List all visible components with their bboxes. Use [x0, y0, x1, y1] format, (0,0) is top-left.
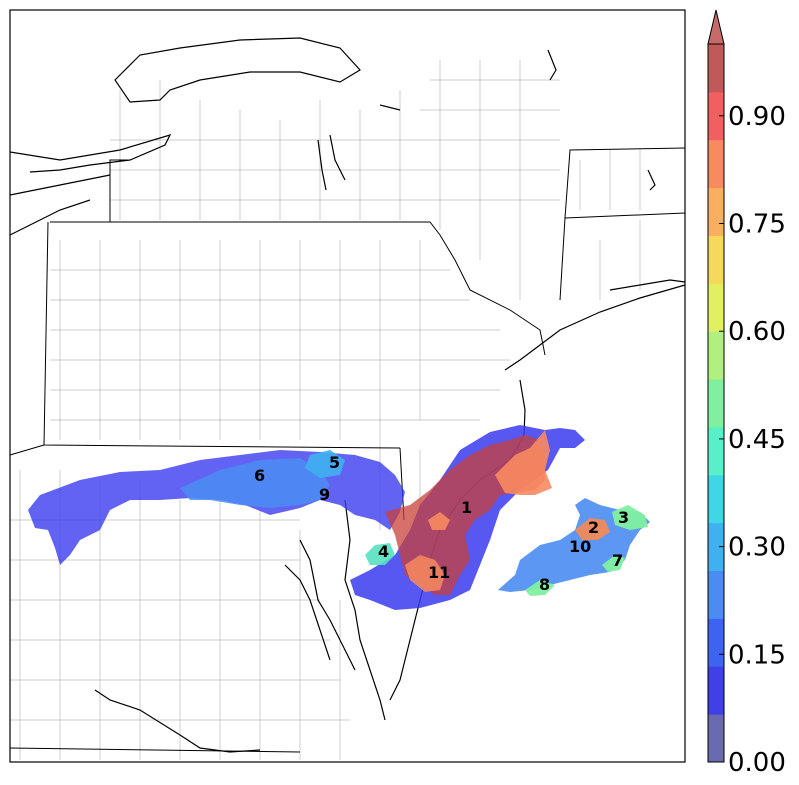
region-label-2: 2: [588, 518, 599, 537]
orange-small-1: [428, 512, 450, 530]
colorbar-tick-label: 0.90: [728, 102, 786, 132]
colorbar-frame: [707, 43, 725, 763]
green-8: [525, 580, 555, 596]
colorbar-band: [708, 714, 724, 763]
colorbar-ticks: 0.00 0.15 0.30 0.45 0.60 0.75 0.90: [719, 102, 786, 778]
cyan-5: [305, 450, 345, 478]
colorbar-band: [708, 618, 724, 667]
colorbar-band: [708, 522, 724, 572]
colorbar-tick-label: 0.60: [728, 317, 786, 347]
colorbar-extend-arrow: [707, 9, 725, 45]
region-label-6: 6: [254, 466, 265, 485]
colorbar-band: [708, 235, 724, 284]
colorbar-band: [708, 379, 724, 428]
colorbar-band: [708, 666, 724, 715]
lightblue-west: [180, 458, 330, 508]
county-boundaries: [10, 60, 641, 760]
colorbar-band: [708, 283, 724, 332]
region-label-3: 3: [618, 508, 629, 527]
probability-fields: [28, 425, 650, 610]
map-area: 1 2 3 4 5 6 7 8 9 10 11: [9, 9, 686, 763]
colorbar-band: [708, 91, 724, 141]
colorbar-band: [708, 474, 724, 524]
region-label-9: 9: [319, 485, 330, 504]
colorbar-tick-label: 0.75: [728, 210, 786, 240]
region-label-5: 5: [329, 453, 340, 472]
colorbar: 0.00 0.15 0.30 0.45 0.60 0.75 0.90: [707, 9, 786, 778]
region-label-1: 1: [461, 498, 472, 517]
orange-2: [575, 518, 610, 540]
region-label-7: 7: [612, 551, 623, 570]
orange-region-1: [495, 430, 552, 495]
colorbar-band: [708, 331, 724, 380]
teal-4: [365, 543, 395, 565]
colorbar-band: [708, 426, 724, 476]
region-label-10: 10: [569, 537, 591, 556]
state-boundaries: [9, 147, 686, 753]
region-label-4: 4: [378, 542, 389, 561]
colorbar-tick-label: 0.45: [728, 425, 786, 455]
colorbar-band: [708, 139, 724, 189]
region-label-8: 8: [539, 575, 550, 594]
colorbar-tick-label: 0.00: [728, 748, 786, 778]
colorbar-band: [708, 187, 724, 236]
orange-region-11: [405, 555, 445, 592]
green-7: [602, 555, 625, 572]
colorbar-tick-label: 0.30: [728, 533, 786, 563]
colorbar-band: [708, 570, 724, 619]
map-background: [10, 10, 685, 762]
region-label-11: 11: [428, 563, 450, 582]
region-labels: 1 2 3 4 5 6 7 8 9 10 11: [254, 453, 629, 594]
colorbar-band: [708, 44, 724, 93]
map-frame: [9, 9, 686, 763]
colorbar-tick-label: 0.15: [728, 640, 786, 670]
green-3: [612, 505, 648, 530]
